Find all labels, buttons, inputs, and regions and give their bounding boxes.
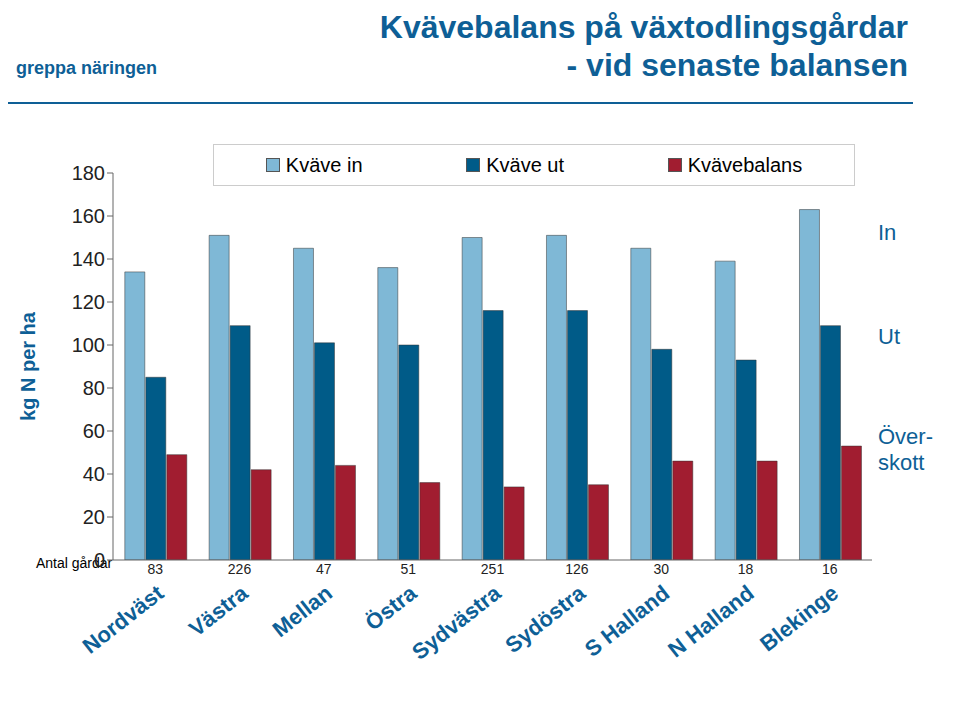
svg-text:126: 126 — [565, 561, 589, 577]
svg-text:Nordväst: Nordväst — [78, 580, 169, 659]
svg-text:18: 18 — [738, 561, 754, 577]
svg-text:16: 16 — [822, 561, 838, 577]
svg-text:Sydöstra: Sydöstra — [500, 580, 590, 658]
svg-text:Sydvästra: Sydvästra — [407, 580, 506, 665]
svg-text:0: 0 — [94, 549, 105, 571]
svg-text:20: 20 — [83, 506, 105, 528]
svg-text:Blekinge: Blekinge — [755, 580, 843, 656]
svg-text:N Halland: N Halland — [663, 580, 758, 662]
svg-text:160: 160 — [72, 205, 105, 227]
svg-text:83: 83 — [147, 561, 163, 577]
svg-text:60: 60 — [83, 420, 105, 442]
svg-text:226: 226 — [228, 561, 252, 577]
svg-text:251: 251 — [481, 561, 505, 577]
svg-text:40: 40 — [83, 463, 105, 485]
svg-text:51: 51 — [400, 561, 416, 577]
svg-text:120: 120 — [72, 291, 105, 313]
svg-text:S Halland: S Halland — [580, 580, 674, 661]
svg-text:140: 140 — [72, 248, 105, 270]
svg-text:Östra: Östra — [361, 580, 422, 636]
svg-text:80: 80 — [83, 377, 105, 399]
svg-text:180: 180 — [72, 162, 105, 184]
svg-text:47: 47 — [316, 561, 332, 577]
svg-text:Mellan: Mellan — [268, 580, 337, 642]
svg-text:kg N per ha: kg N per ha — [17, 311, 39, 421]
svg-text:30: 30 — [653, 561, 669, 577]
svg-text:100: 100 — [72, 334, 105, 356]
svg-text:Västra: Västra — [184, 580, 253, 642]
